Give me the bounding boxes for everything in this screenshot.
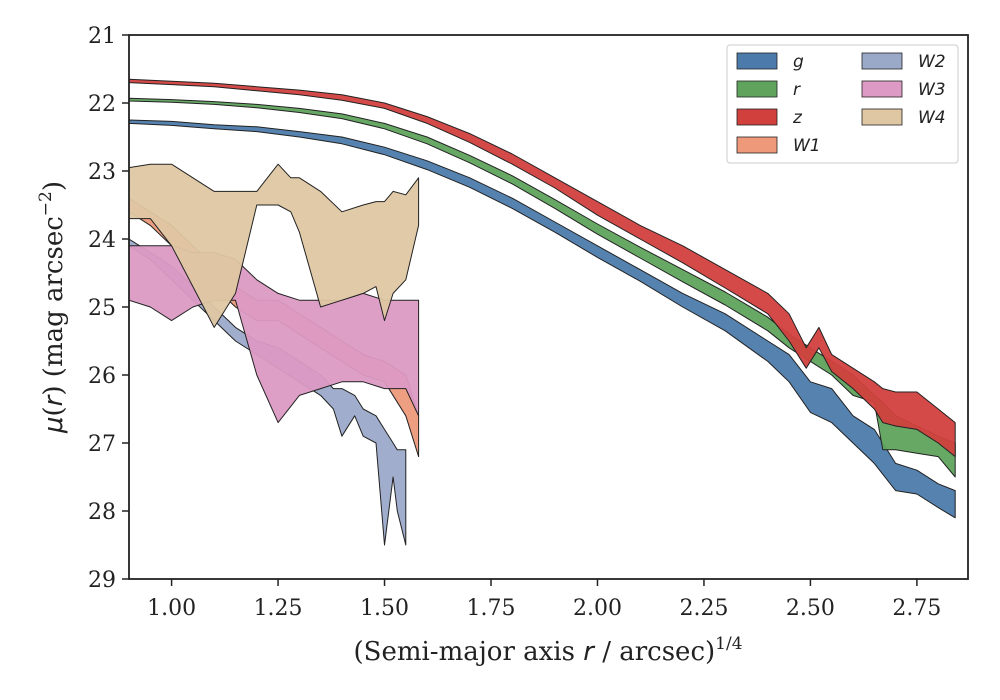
legend-label-w3: W3: [918, 80, 946, 100]
y-axis: 21 22 23 24 25 26 27 28 29: [88, 24, 129, 593]
x-tick-label: 2.25: [679, 596, 728, 621]
y-tick-label: 23: [88, 160, 116, 185]
y-axis-label: μ(r) (mag arcsec−2): [36, 181, 69, 434]
legend-swatch-w3: [861, 80, 903, 98]
band-w4: [129, 163, 420, 328]
band-g: [129, 119, 956, 519]
x-tick-label: 2.75: [892, 596, 941, 621]
y-tick-label: 24: [88, 228, 116, 253]
legend-label-w2: W2: [918, 52, 946, 72]
legend: grz W1 W2 W3 W4: [726, 44, 959, 164]
legend-swatch-g: [736, 52, 778, 70]
legend-label-r: r: [793, 80, 801, 100]
y-tick-label: 28: [88, 500, 116, 525]
series-layer: [129, 78, 956, 546]
legend-swatch-w1: [736, 136, 778, 154]
legend-label-z: z: [792, 108, 803, 128]
legend-frame: [726, 44, 959, 164]
band-z: [129, 78, 956, 458]
legend-label-g: g: [793, 52, 804, 72]
y-tick-label: 25: [88, 296, 116, 321]
x-axis: 1.00 1.25 1.50 1.75 2.00 2.25 2.50 2.75: [147, 579, 941, 621]
band-r: [129, 97, 956, 478]
x-tick-label: 2.50: [786, 596, 835, 621]
x-tick-label: 1.50: [360, 596, 409, 621]
x-tick-label: 2.00: [573, 596, 622, 621]
legend-swatch-w2: [861, 52, 903, 70]
legend-swatch-z: [736, 108, 778, 126]
legend-label-w4: W4: [918, 108, 946, 128]
x-tick-label: 1.25: [254, 596, 303, 621]
legend-swatch-w4: [861, 108, 903, 126]
y-tick-label: 21: [88, 24, 116, 49]
x-axis-label: (Semi-major axis r / arcsec)1/4: [353, 634, 742, 667]
x-tick-label: 1.00: [147, 596, 196, 621]
legend-label-w1: W1: [793, 136, 821, 156]
legend-swatch-r: [736, 80, 778, 98]
y-tick-label: 27: [88, 432, 116, 457]
y-tick-label: 29: [88, 568, 116, 593]
y-tick-label: 22: [88, 92, 116, 117]
x-tick-label: 1.75: [467, 596, 516, 621]
y-tick-label: 26: [88, 364, 116, 389]
